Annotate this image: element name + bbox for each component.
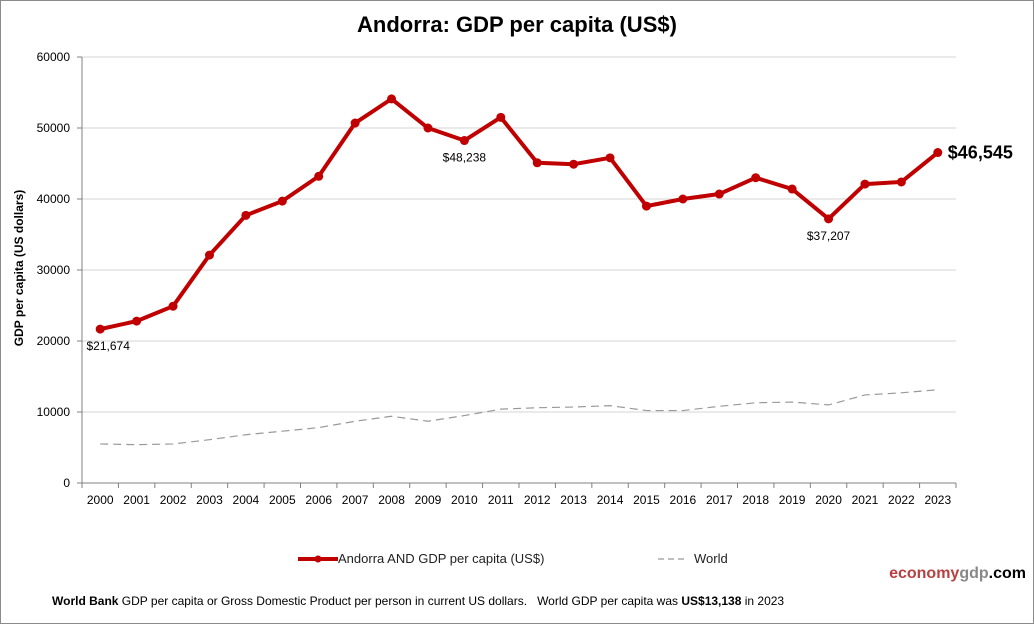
x-tick-label: 2017 — [706, 493, 733, 507]
data-point-andorra — [423, 123, 433, 133]
footnote-source: World Bank — [52, 594, 119, 608]
data-label: $21,674 — [87, 339, 131, 353]
footnote-year: in 2023 — [741, 594, 785, 608]
x-tick-label: 2023 — [924, 493, 951, 507]
legend-item-world[interactable]: World — [656, 551, 728, 566]
x-tick-label: 2015 — [633, 493, 660, 507]
series-line-world — [100, 389, 938, 446]
brand-part-economy: economy — [889, 565, 960, 582]
x-tick-label: 2001 — [123, 493, 150, 507]
legend-label-andorra: Andorra AND GDP per capita (US$) — [338, 551, 545, 566]
data-label: $37,207 — [807, 229, 851, 243]
data-point-andorra — [860, 179, 870, 189]
y-tick-label: 10000 — [37, 405, 71, 419]
data-point-andorra — [532, 158, 542, 168]
legend-line-solid-icon — [298, 555, 338, 562]
x-tick-label: 2008 — [378, 493, 405, 507]
data-point-andorra — [678, 194, 688, 204]
x-tick-label: 2006 — [305, 493, 332, 507]
data-point-andorra — [824, 214, 834, 224]
x-tick-label: 2018 — [742, 493, 769, 507]
x-tick-label: 2013 — [560, 493, 587, 507]
data-point-andorra — [896, 177, 906, 187]
legend-label-world: World — [694, 551, 728, 566]
x-tick-label: 2005 — [269, 493, 296, 507]
data-point-andorra — [277, 196, 287, 206]
data-point-andorra — [641, 201, 651, 211]
axes — [77, 56, 957, 488]
x-tick-label: 2003 — [196, 493, 223, 507]
y-tick-label: 0 — [63, 476, 70, 490]
brand-part-com: .com — [988, 565, 1026, 582]
x-tick-label: 2019 — [779, 493, 806, 507]
x-tick-label: 2014 — [597, 493, 624, 507]
data-point-andorra — [569, 159, 579, 169]
data-point-andorra — [132, 316, 142, 326]
x-tick-label: 2016 — [670, 493, 697, 507]
x-tick-labels: 2000 2001 2002 2003 2004 2005 2006 2007 2008 2009… — [87, 493, 952, 507]
data-point-andorra — [459, 136, 469, 146]
brand-logo[interactable]: economygdp.com — [889, 565, 1026, 583]
x-tick-label: 2009 — [415, 493, 442, 507]
gridlines — [82, 56, 956, 413]
y-tick-label: 20000 — [37, 334, 71, 348]
series-group — [95, 94, 943, 446]
x-tick-label: 2012 — [524, 493, 551, 507]
data-point-andorra — [496, 112, 506, 122]
y-tick-label: 60000 — [37, 50, 71, 64]
x-tick-label: 2000 — [87, 493, 114, 507]
data-point-andorra — [605, 153, 615, 163]
data-point-andorra — [714, 189, 724, 199]
annotations: $21,674 $48,238 $37,207 $46,545 — [87, 143, 1013, 354]
y-tick-labels: 0 10000 20000 30000 40000 50000 60000 — [37, 50, 71, 490]
brand-part-gdp: gdp — [959, 565, 989, 582]
x-tick-label: 2004 — [233, 493, 260, 507]
y-tick-label: 30000 — [37, 263, 71, 277]
x-tick-label: 2022 — [888, 493, 915, 507]
data-label: $46,545 — [948, 143, 1013, 163]
legend-item-andorra[interactable]: Andorra AND GDP per capita (US$) — [298, 551, 544, 566]
data-point-andorra — [168, 301, 178, 311]
footnote-text: GDP per capita or Gross Domestic Product… — [118, 594, 682, 608]
chart-title: Andorra: GDP per capita (US$) — [357, 12, 677, 37]
legend-line-dashed-icon — [658, 557, 686, 560]
footnote: World Bank GDP per capita or Gross Domes… — [52, 594, 784, 608]
data-point-andorra — [751, 173, 761, 183]
x-tick-label: 2002 — [160, 493, 187, 507]
series-line-andorra — [99, 96, 940, 332]
data-point-andorra — [204, 250, 214, 260]
x-tick-label: 2011 — [488, 493, 514, 507]
data-point-andorra — [314, 171, 324, 181]
x-tick-label: 2010 — [451, 493, 478, 507]
x-tick-label: 2007 — [342, 493, 369, 507]
data-point-andorra — [350, 118, 360, 128]
footnote-world-value: US$13,138 — [681, 594, 742, 608]
data-point-andorra — [387, 94, 397, 104]
data-point-andorra — [95, 324, 105, 334]
data-label: $48,238 — [443, 151, 487, 165]
data-point-andorra — [787, 184, 797, 194]
data-point-andorra — [933, 148, 943, 158]
x-tick-label: 2020 — [815, 493, 842, 507]
y-tick-label: 40000 — [37, 192, 71, 206]
data-point-andorra — [241, 210, 251, 220]
y-tick-label: 50000 — [37, 121, 71, 135]
x-tick-label: 2021 — [852, 493, 879, 507]
